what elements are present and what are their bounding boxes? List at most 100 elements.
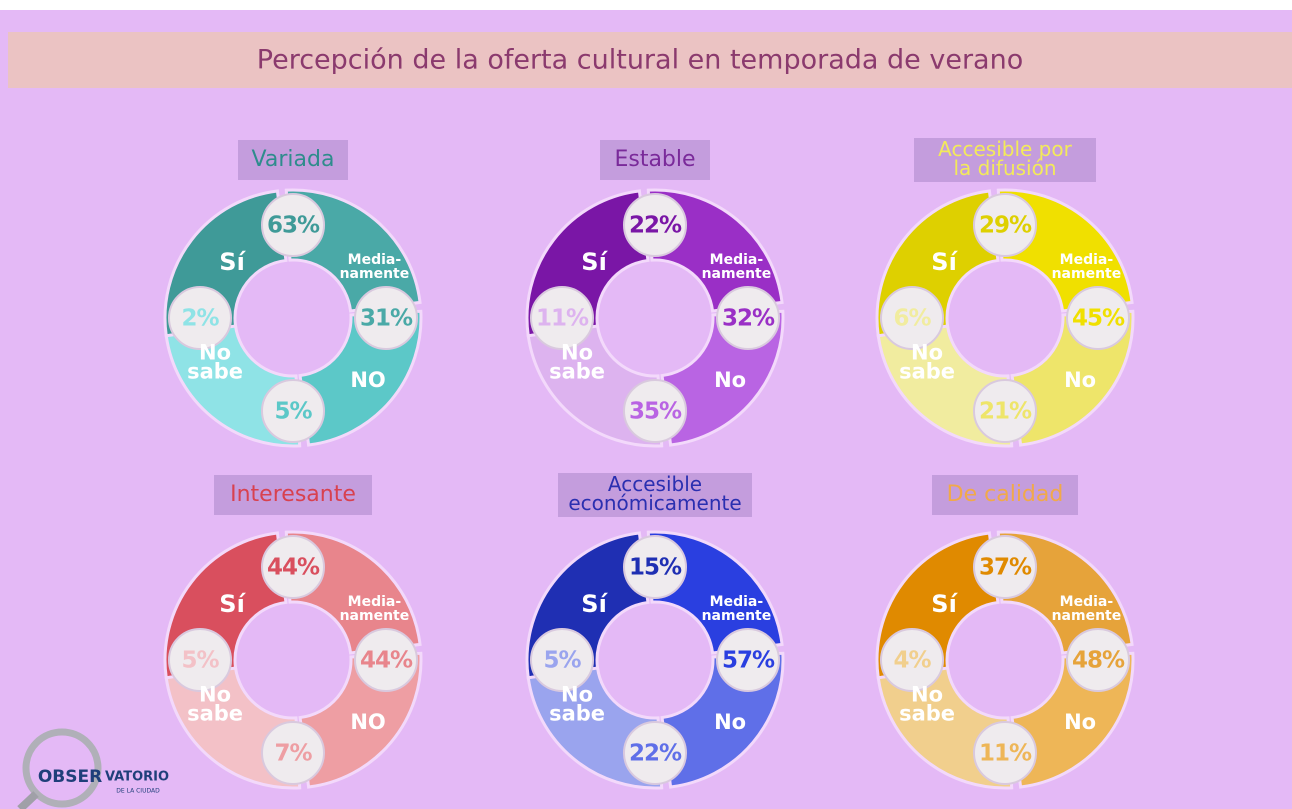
value-label: 11% (536, 306, 589, 332)
value-label: 22% (629, 213, 682, 239)
segment-label: namente (1052, 266, 1122, 282)
segment-label: No (561, 341, 593, 365)
value-badge (716, 628, 780, 692)
panel-title-box (914, 138, 1096, 182)
value-badge (168, 628, 232, 692)
logo-text: DE LA CIUDAD (116, 788, 160, 795)
segment-label: Sí (581, 590, 608, 618)
panel-title: Accesible (608, 472, 702, 496)
value-badge (168, 286, 232, 350)
logo-text: VATORIO (105, 770, 169, 785)
segment-label: Sí (931, 248, 958, 276)
value-badge (261, 193, 325, 257)
value-badge (623, 193, 687, 257)
segment-label: sabe (549, 360, 605, 384)
segment-label: No (911, 683, 943, 707)
segment-label: No (911, 341, 943, 365)
segment-label: Sí (219, 248, 246, 276)
value-label: 4% (893, 648, 931, 674)
value-badge (880, 628, 944, 692)
value-label: 35% (629, 399, 682, 425)
segment-label: Media- (710, 594, 764, 610)
panel-title: Interesante (230, 482, 356, 507)
logo-handle (17, 791, 39, 809)
value-badge (354, 628, 418, 692)
value-label: 15% (629, 555, 682, 581)
segment-label: namente (340, 266, 410, 282)
logo: OBSER VATORIO DE LA CIUDAD (17, 728, 169, 809)
value-badge (261, 721, 325, 785)
value-badge (261, 535, 325, 599)
panel-title: Accesible por (938, 137, 1072, 161)
value-badge (354, 286, 418, 350)
value-label: 22% (629, 741, 682, 767)
value-badge (973, 379, 1037, 443)
panel-title: Variada (252, 147, 335, 172)
panel-title: De calidad (947, 482, 1064, 507)
segment-label: namente (702, 608, 772, 624)
panel-title-box (558, 473, 752, 517)
segment-label: namente (702, 266, 772, 282)
segment-label: No (199, 683, 231, 707)
panel-title: económicamente (568, 491, 741, 515)
logo-ring (22, 728, 102, 808)
panel-title: la difusión (953, 156, 1056, 180)
value-label: 57% (722, 648, 775, 674)
value-label: 7% (274, 741, 312, 767)
value-label: 6% (893, 306, 931, 332)
segment-label: No (1064, 710, 1096, 734)
panel-title-box (214, 475, 372, 515)
value-badge (530, 628, 594, 692)
value-badge (716, 286, 780, 350)
segment-label: sabe (187, 360, 243, 384)
value-label: 29% (979, 213, 1032, 239)
value-badge (623, 721, 687, 785)
title-bar (8, 32, 1292, 88)
segment-label: Sí (581, 248, 608, 276)
value-badge (973, 193, 1037, 257)
value-label: 63% (267, 213, 320, 239)
segment-label: No (714, 368, 746, 392)
value-label: 48% (1072, 648, 1125, 674)
segment-label: sabe (899, 360, 955, 384)
value-label: 31% (360, 306, 413, 332)
panel-title-box (238, 140, 348, 180)
segment-label: Media- (710, 252, 764, 268)
panel-title-box (600, 140, 710, 180)
page-title: Percepción de la oferta cultural en temp… (257, 45, 1023, 76)
segment-label: NO (350, 368, 385, 392)
segment-label: Media- (348, 594, 402, 610)
value-label: 44% (267, 555, 320, 581)
segment-label: No (714, 710, 746, 734)
value-badge (530, 286, 594, 350)
segment-label: sabe (899, 702, 955, 726)
logo-text: OBSER (38, 767, 102, 787)
value-label: 45% (1072, 306, 1125, 332)
segment-label: No (1064, 368, 1096, 392)
segment-label: No (199, 341, 231, 365)
value-badge (1066, 286, 1130, 350)
segment-label: Media- (348, 252, 402, 268)
value-badge (880, 286, 944, 350)
value-badge (261, 379, 325, 443)
value-badge (623, 379, 687, 443)
segment-label: namente (340, 608, 410, 624)
segment-label: sabe (549, 702, 605, 726)
value-label: 37% (979, 555, 1032, 581)
value-label: 5% (543, 648, 581, 674)
panel-title: Estable (614, 147, 695, 172)
value-label: 5% (181, 648, 219, 674)
segment-label: Media- (1060, 252, 1114, 268)
value-badge (623, 535, 687, 599)
segment-label: No (561, 683, 593, 707)
value-badge (973, 535, 1037, 599)
segment-label: namente (1052, 608, 1122, 624)
value-label: 11% (979, 741, 1032, 767)
value-label: 5% (274, 399, 312, 425)
value-label: 21% (979, 399, 1032, 425)
value-label: 2% (181, 306, 219, 332)
value-badge (973, 721, 1037, 785)
value-label: 32% (722, 306, 775, 332)
